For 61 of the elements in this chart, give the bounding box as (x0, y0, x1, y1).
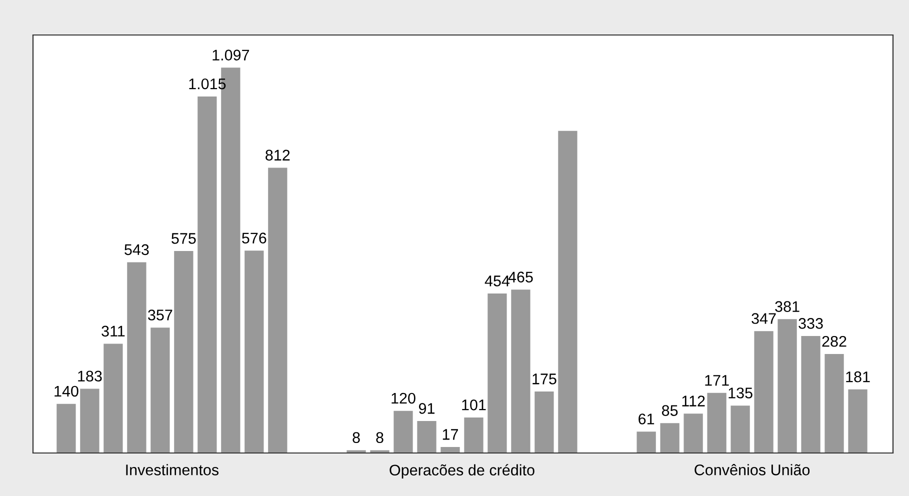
bar (511, 290, 530, 453)
bar (417, 421, 436, 453)
bar (707, 392, 726, 453)
bar (754, 331, 774, 453)
bar (730, 406, 750, 453)
data-label: 357 (148, 310, 172, 320)
data-label: 181 (846, 371, 870, 382)
bar (56, 404, 76, 453)
bar (198, 96, 217, 453)
data-label: 112 (682, 396, 705, 406)
data-label: 8 (376, 432, 384, 444)
data-label: 175 (532, 374, 556, 384)
bar (684, 414, 703, 453)
bar (244, 250, 264, 453)
bar (394, 410, 413, 453)
bar (824, 354, 844, 453)
bar (268, 168, 288, 453)
data-label: 135 (728, 388, 752, 398)
bar (150, 328, 170, 453)
bar (801, 336, 820, 453)
data-label: 120 (392, 392, 416, 404)
data-label: 381 (775, 301, 800, 312)
data-label: 282 (822, 336, 846, 347)
bar (464, 418, 484, 453)
data-label: 347 (752, 313, 776, 324)
bar (534, 392, 554, 453)
data-label: 171 (705, 375, 729, 386)
bar (660, 423, 680, 453)
data-label: 101 (462, 400, 486, 410)
data-label: 454 (484, 276, 510, 286)
x-tick-label: Convênios União (694, 464, 810, 476)
data-label: 812 (266, 150, 290, 161)
data-label: 183 (78, 370, 102, 382)
bar (80, 388, 100, 453)
data-label: 17 (442, 429, 458, 440)
data-label: 311 (102, 326, 125, 337)
bar (558, 130, 578, 453)
bar (346, 450, 366, 453)
data-label: 85 (662, 405, 678, 416)
x-tick-label: Investimentos (126, 464, 219, 476)
data-label: 91 (418, 403, 434, 414)
data-label: 1.015 (189, 78, 226, 90)
data-label: 465 (508, 272, 533, 282)
data-label: 1.097 (212, 50, 250, 60)
data-label: 543 (124, 244, 149, 256)
bar (127, 262, 146, 453)
bar (440, 447, 460, 453)
data-label: 576 (242, 232, 266, 244)
bar (488, 294, 507, 453)
bar (370, 450, 390, 453)
bar (848, 389, 868, 453)
data-label: 575 (172, 233, 196, 244)
bar (636, 432, 656, 453)
data-label: 61 (638, 414, 654, 424)
x-tick-label: Operacões de crédito (390, 464, 534, 479)
bar (104, 344, 123, 453)
data-label: 140 (54, 386, 78, 397)
bar (174, 251, 194, 453)
bar (778, 319, 797, 453)
data-label: 333 (798, 318, 823, 329)
data-label: 8 (352, 432, 360, 444)
